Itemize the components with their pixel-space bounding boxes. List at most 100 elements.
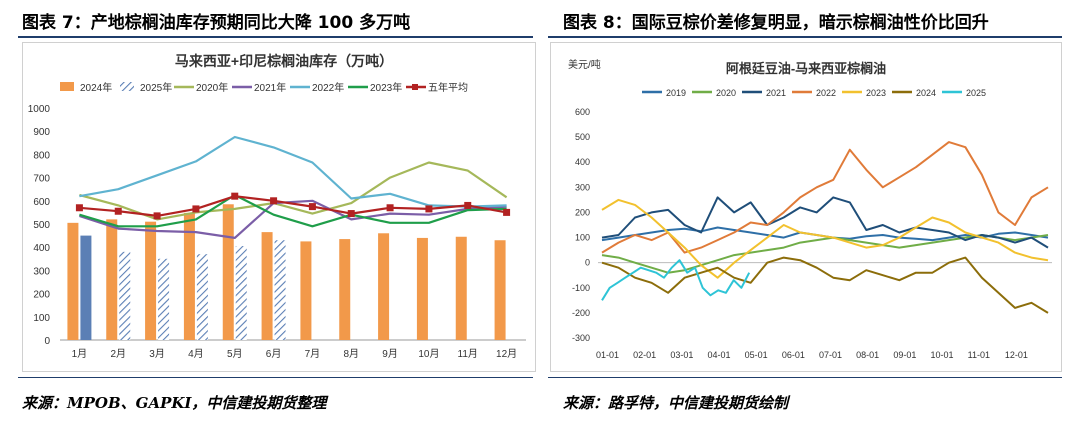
avg-marker [347,210,355,218]
chart-title: 阿根廷豆油-马来西亚棕榈油 [726,61,886,76]
avg-marker [503,208,511,216]
y-tick-label: 500 [33,220,50,231]
legend-item-2023: 2023 [842,88,886,98]
figure-7-source: 来源：MPOB、GAPKI，中信建投期货整理 [22,394,327,412]
legend-label: 2021年 [254,81,286,94]
legend-label: 2020年 [196,81,228,94]
y-tick-label: 600 [33,197,50,208]
x-tick-label: 1月 [72,348,88,360]
y-tick-label: 200 [33,290,50,301]
x-tick-label: 01-01 [596,350,619,360]
y-tick-label: -300 [572,333,590,343]
x-tick-label: 5月 [227,348,243,360]
legend-item-3: 2021年 [232,81,286,94]
legend-item-1: 2025年 [120,81,172,94]
legend-item-6: 五年平均 [406,81,468,94]
chart-title: 马来西亚+印尼棕榈油库存（万吨） [175,53,393,69]
legend-label: 2019 [666,88,686,98]
series-line-2021 [601,196,1049,249]
x-tick-label: 10月 [418,348,439,360]
x-tick-label: 8月 [343,348,359,360]
series-line-2023 [601,198,1049,279]
series-line-2024 [601,256,1049,314]
y-tick-label: 100 [33,313,50,324]
legend-label: 2025 [966,88,986,98]
bar-2024 [145,221,157,340]
x-tick-label: 3月 [149,348,165,360]
avg-marker [308,203,316,211]
y-axis-unit: 美元/吨 [568,58,601,71]
figure-8-title: 图表 8：国际豆棕价差修复明显，暗示棕榈油性价比回升 [563,13,989,33]
x-tick-label: 4月 [188,348,204,360]
x-tick-label: 11-01 [968,350,990,360]
x-tick-label: 2月 [110,348,126,360]
line-2022年 [79,135,507,208]
x-tick-label: 11月 [458,348,478,360]
x-tick-label: 6月 [266,348,282,360]
x-tick-label: 03-01 [670,350,693,360]
x-tick-label: 7月 [305,348,321,360]
y-tick-label: -200 [572,308,590,318]
bar-2024 [494,240,506,340]
legend-label: 2022年 [312,81,344,94]
bar-2024 [67,222,79,340]
avg-marker [270,197,278,205]
bar-2024 [455,236,467,340]
figure-7-top-rule [18,36,533,38]
legend-label: 2024年 [80,81,112,94]
line-五年平均 [79,195,507,217]
legend-item-0: 2024年 [60,81,112,94]
y-tick-label: 400 [575,157,590,167]
bar-2024 [183,212,195,340]
bar-2024 [416,237,428,340]
legend-label: 2020 [716,88,736,98]
avg-marker [386,204,394,212]
avg-marker [114,207,122,215]
y-tick-label: -100 [572,283,590,293]
legend-label: 2022 [816,88,836,98]
bar-2025 [80,235,92,340]
bar-2024 [261,232,273,340]
avg-marker [153,212,161,220]
x-tick-label: 08-01 [856,350,879,360]
legend-label: 2023年 [370,81,402,94]
x-tick-label: 10-01 [931,350,954,360]
line-2020年 [79,161,508,221]
x-tick-label: 06-01 [782,350,805,360]
legend-item-5: 2023年 [348,81,402,94]
chart-frame [550,42,1062,372]
y-tick-label: 300 [33,266,50,277]
figure-8-top-rule [548,36,1062,38]
bar-2025 [119,251,131,340]
x-tick-label: 02-01 [633,350,656,360]
y-tick-label: 0 [585,258,590,268]
y-tick-label: 500 [575,132,590,142]
legend-swatch [120,82,134,91]
legend-item-2021: 2021 [742,88,786,98]
series-line-2022 [601,141,1049,254]
bar-2024 [106,219,118,340]
avg-marker [75,204,83,212]
legend-item-2019: 2019 [642,88,686,98]
y-tick-label: 300 [575,182,590,192]
legend-marker [412,84,418,90]
legend-label: 2025年 [140,81,172,94]
legend-swatch [60,82,74,91]
avg-marker [192,205,200,213]
avg-marker [231,192,239,200]
figure-7-title: 图表 7：产地棕榈油库存预期同比大降 100 多万吨 [22,13,411,33]
y-tick-label: 1000 [28,104,51,115]
legend-item-2020: 2020 [692,88,736,98]
y-tick-label: 400 [33,243,50,254]
bar-2024 [300,241,312,340]
legend-label: 2024 [916,88,936,98]
avg-marker [425,205,433,213]
series-line-2020 [601,234,1049,274]
legend-item-2024: 2024 [892,88,936,98]
line-2023年 [79,193,507,228]
bar-2025 [274,240,286,340]
y-tick-label: 200 [575,207,590,217]
y-tick-label: 700 [33,174,50,185]
x-tick-label: 05-01 [745,350,768,360]
x-tick-label: 07-01 [819,350,842,360]
